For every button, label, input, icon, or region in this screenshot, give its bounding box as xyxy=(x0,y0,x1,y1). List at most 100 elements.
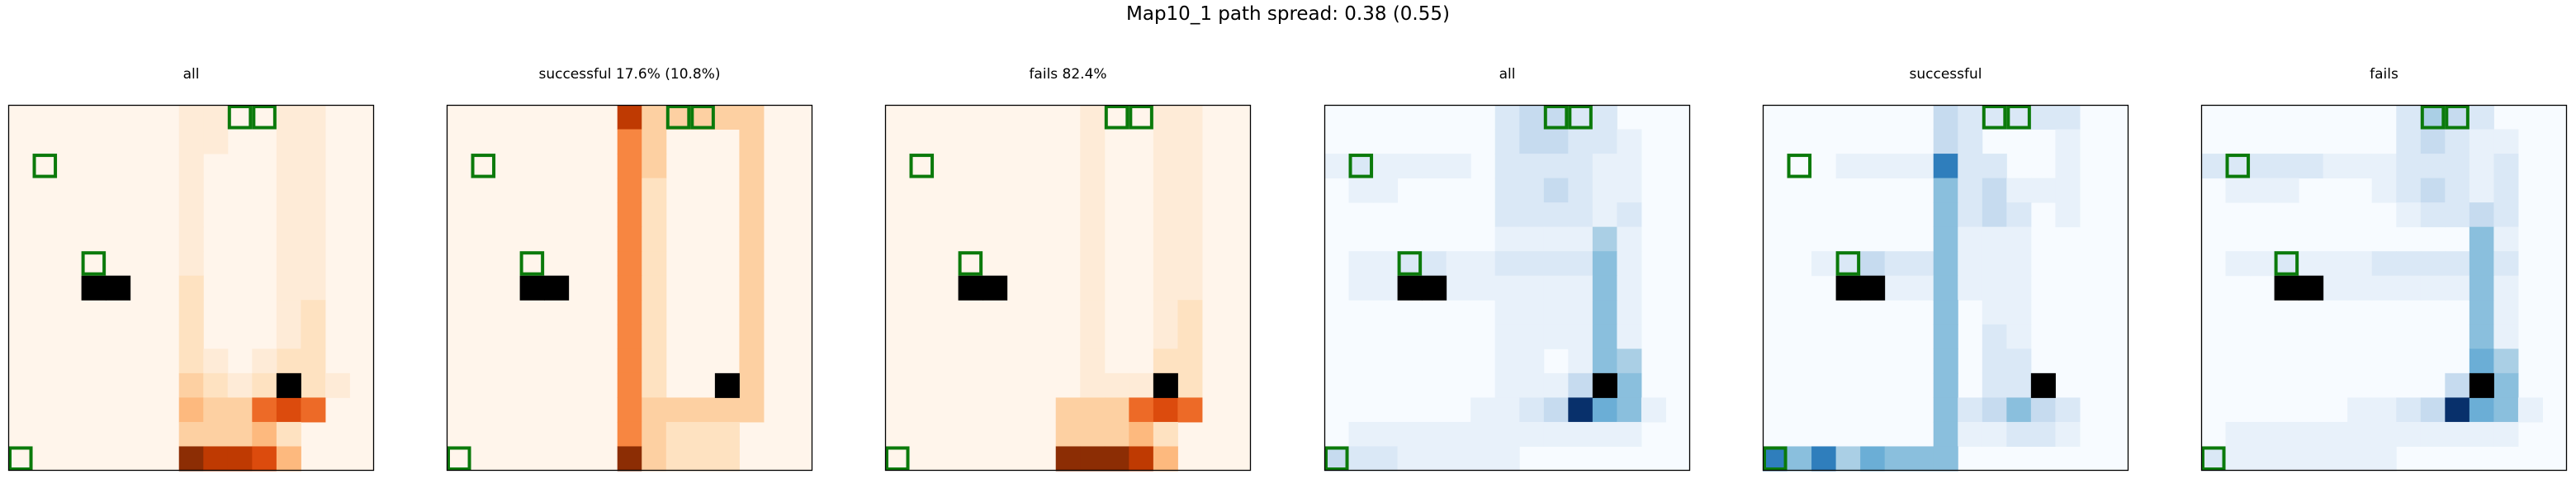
target-marker xyxy=(1787,154,1812,178)
heatmap-cell xyxy=(1519,421,1545,447)
heatmap-cell xyxy=(301,154,326,179)
heatmap-cell xyxy=(1543,397,1569,423)
heatmap-cell xyxy=(1617,300,1642,325)
heatmap-cell xyxy=(642,202,667,228)
heatmap-cell xyxy=(1446,275,1471,301)
heatmap-cell xyxy=(227,421,253,447)
target-marker xyxy=(2445,105,2469,130)
heatmap-cell xyxy=(1080,349,1106,374)
target-marker xyxy=(8,446,33,472)
heatmap-cell xyxy=(1982,324,2007,349)
heatmap-cell xyxy=(739,129,765,154)
heatmap-cell xyxy=(1153,300,1178,325)
heatmap-cell xyxy=(203,372,229,398)
heatmap-cell xyxy=(1982,275,2007,301)
heatmap-cell xyxy=(2493,275,2519,301)
heatmap-cell xyxy=(2493,178,2519,203)
heatmap-cell xyxy=(2347,446,2373,472)
heatmap-cell xyxy=(642,397,667,423)
heatmap-cell xyxy=(739,105,765,130)
heatmap-cell xyxy=(301,300,326,325)
heatmap-cell xyxy=(1104,446,1129,472)
heatmap-cell xyxy=(1153,129,1178,154)
heatmap-cell xyxy=(1080,300,1106,325)
heatmap-cell xyxy=(2493,202,2519,228)
heatmap-cell xyxy=(1909,154,1934,179)
heatmap-cell xyxy=(1177,154,1203,179)
heatmap-cell xyxy=(1080,397,1106,423)
target-marker xyxy=(252,105,277,130)
heatmap-cell xyxy=(1568,397,1593,423)
heatmap-cell xyxy=(1348,446,1374,472)
target-marker xyxy=(2201,446,2226,472)
figure-title: Map10_1 path spread: 0.38 (0.55) xyxy=(1126,3,1450,25)
heatmap-cell xyxy=(1982,105,2007,130)
heatmap-cell xyxy=(1348,275,1374,301)
heatmap-cell xyxy=(2469,202,2494,228)
heatmap-cell xyxy=(1958,202,1983,228)
heatmap-cell xyxy=(1494,129,1520,154)
heatmap-cell xyxy=(2006,251,2032,277)
heatmap-cell xyxy=(178,275,204,301)
heatmap-cell xyxy=(1982,372,2007,398)
target-marker xyxy=(1104,105,1129,130)
heatmap-cell xyxy=(1397,421,1423,447)
heatmap-cell xyxy=(1470,446,1496,472)
heatmap-cell xyxy=(1568,154,1593,179)
heatmap-cell xyxy=(665,446,691,472)
heatmap-cell xyxy=(1177,105,1203,130)
heatmap-cell xyxy=(1080,129,1106,154)
heatmap-cell xyxy=(1129,446,1154,472)
panel-frame xyxy=(2200,104,2568,472)
heatmap-cell xyxy=(2225,446,2251,472)
heatmap-cell xyxy=(276,349,301,374)
heatmap-cell xyxy=(2371,421,2397,447)
heatmap-cell xyxy=(1153,154,1178,179)
heatmap-cell xyxy=(1884,154,1910,179)
heatmap-cell xyxy=(617,129,642,154)
heatmap-cell xyxy=(2445,421,2470,447)
heatmap-cell xyxy=(2274,446,2299,472)
heatmap-cell xyxy=(1519,324,1545,349)
heatmap-cell xyxy=(203,421,229,447)
heatmap-cell xyxy=(2274,154,2299,179)
heatmap-cell xyxy=(1153,446,1178,472)
heatmap-cell xyxy=(301,202,326,228)
target-marker xyxy=(32,154,58,178)
heatmap-cell xyxy=(301,129,326,154)
heatmap-cell xyxy=(1543,178,1569,203)
heatmap-cell xyxy=(1592,178,1617,203)
heatmap-cell xyxy=(1933,202,1958,228)
heatmap-cell xyxy=(1080,202,1106,228)
heatmap-cell xyxy=(2225,421,2251,447)
heatmap-cell xyxy=(2055,105,2081,130)
target-marker xyxy=(1543,105,1569,130)
heatmap-cell xyxy=(1494,446,1520,472)
heatmap-cell xyxy=(1397,251,1423,277)
heatmap-cell xyxy=(1324,446,1350,472)
panel-frame xyxy=(7,104,375,472)
heatmap-cell xyxy=(1348,178,1374,203)
heatmap-cell xyxy=(1982,154,2007,179)
heatmap-cell xyxy=(1982,202,2007,228)
heatmap-cell xyxy=(1933,421,1958,447)
heatmap-cell xyxy=(1543,251,1569,277)
heatmap-cell xyxy=(2006,178,2032,203)
heatmap-cell xyxy=(1494,154,1520,179)
heatmap-cell xyxy=(1543,154,1569,179)
heatmap-cell xyxy=(1568,349,1593,374)
heatmap-cell xyxy=(2323,154,2348,179)
heatmap-cell xyxy=(617,251,642,277)
heatmap-cell xyxy=(1592,324,1617,349)
heatmap-cell xyxy=(1494,105,1520,130)
heatmap-cell xyxy=(1933,300,1958,325)
heatmap-cell xyxy=(1494,300,1520,325)
heatmap-cell xyxy=(1519,129,1545,154)
heatmap-cell xyxy=(1373,154,1399,179)
heatmap-panel-1 xyxy=(446,104,813,472)
obstacle-cell xyxy=(544,275,570,301)
heatmap-cell xyxy=(1519,372,1545,398)
heatmap-cell xyxy=(1177,275,1203,301)
heatmap-cell xyxy=(1177,202,1203,228)
heatmap-cell xyxy=(739,202,765,228)
